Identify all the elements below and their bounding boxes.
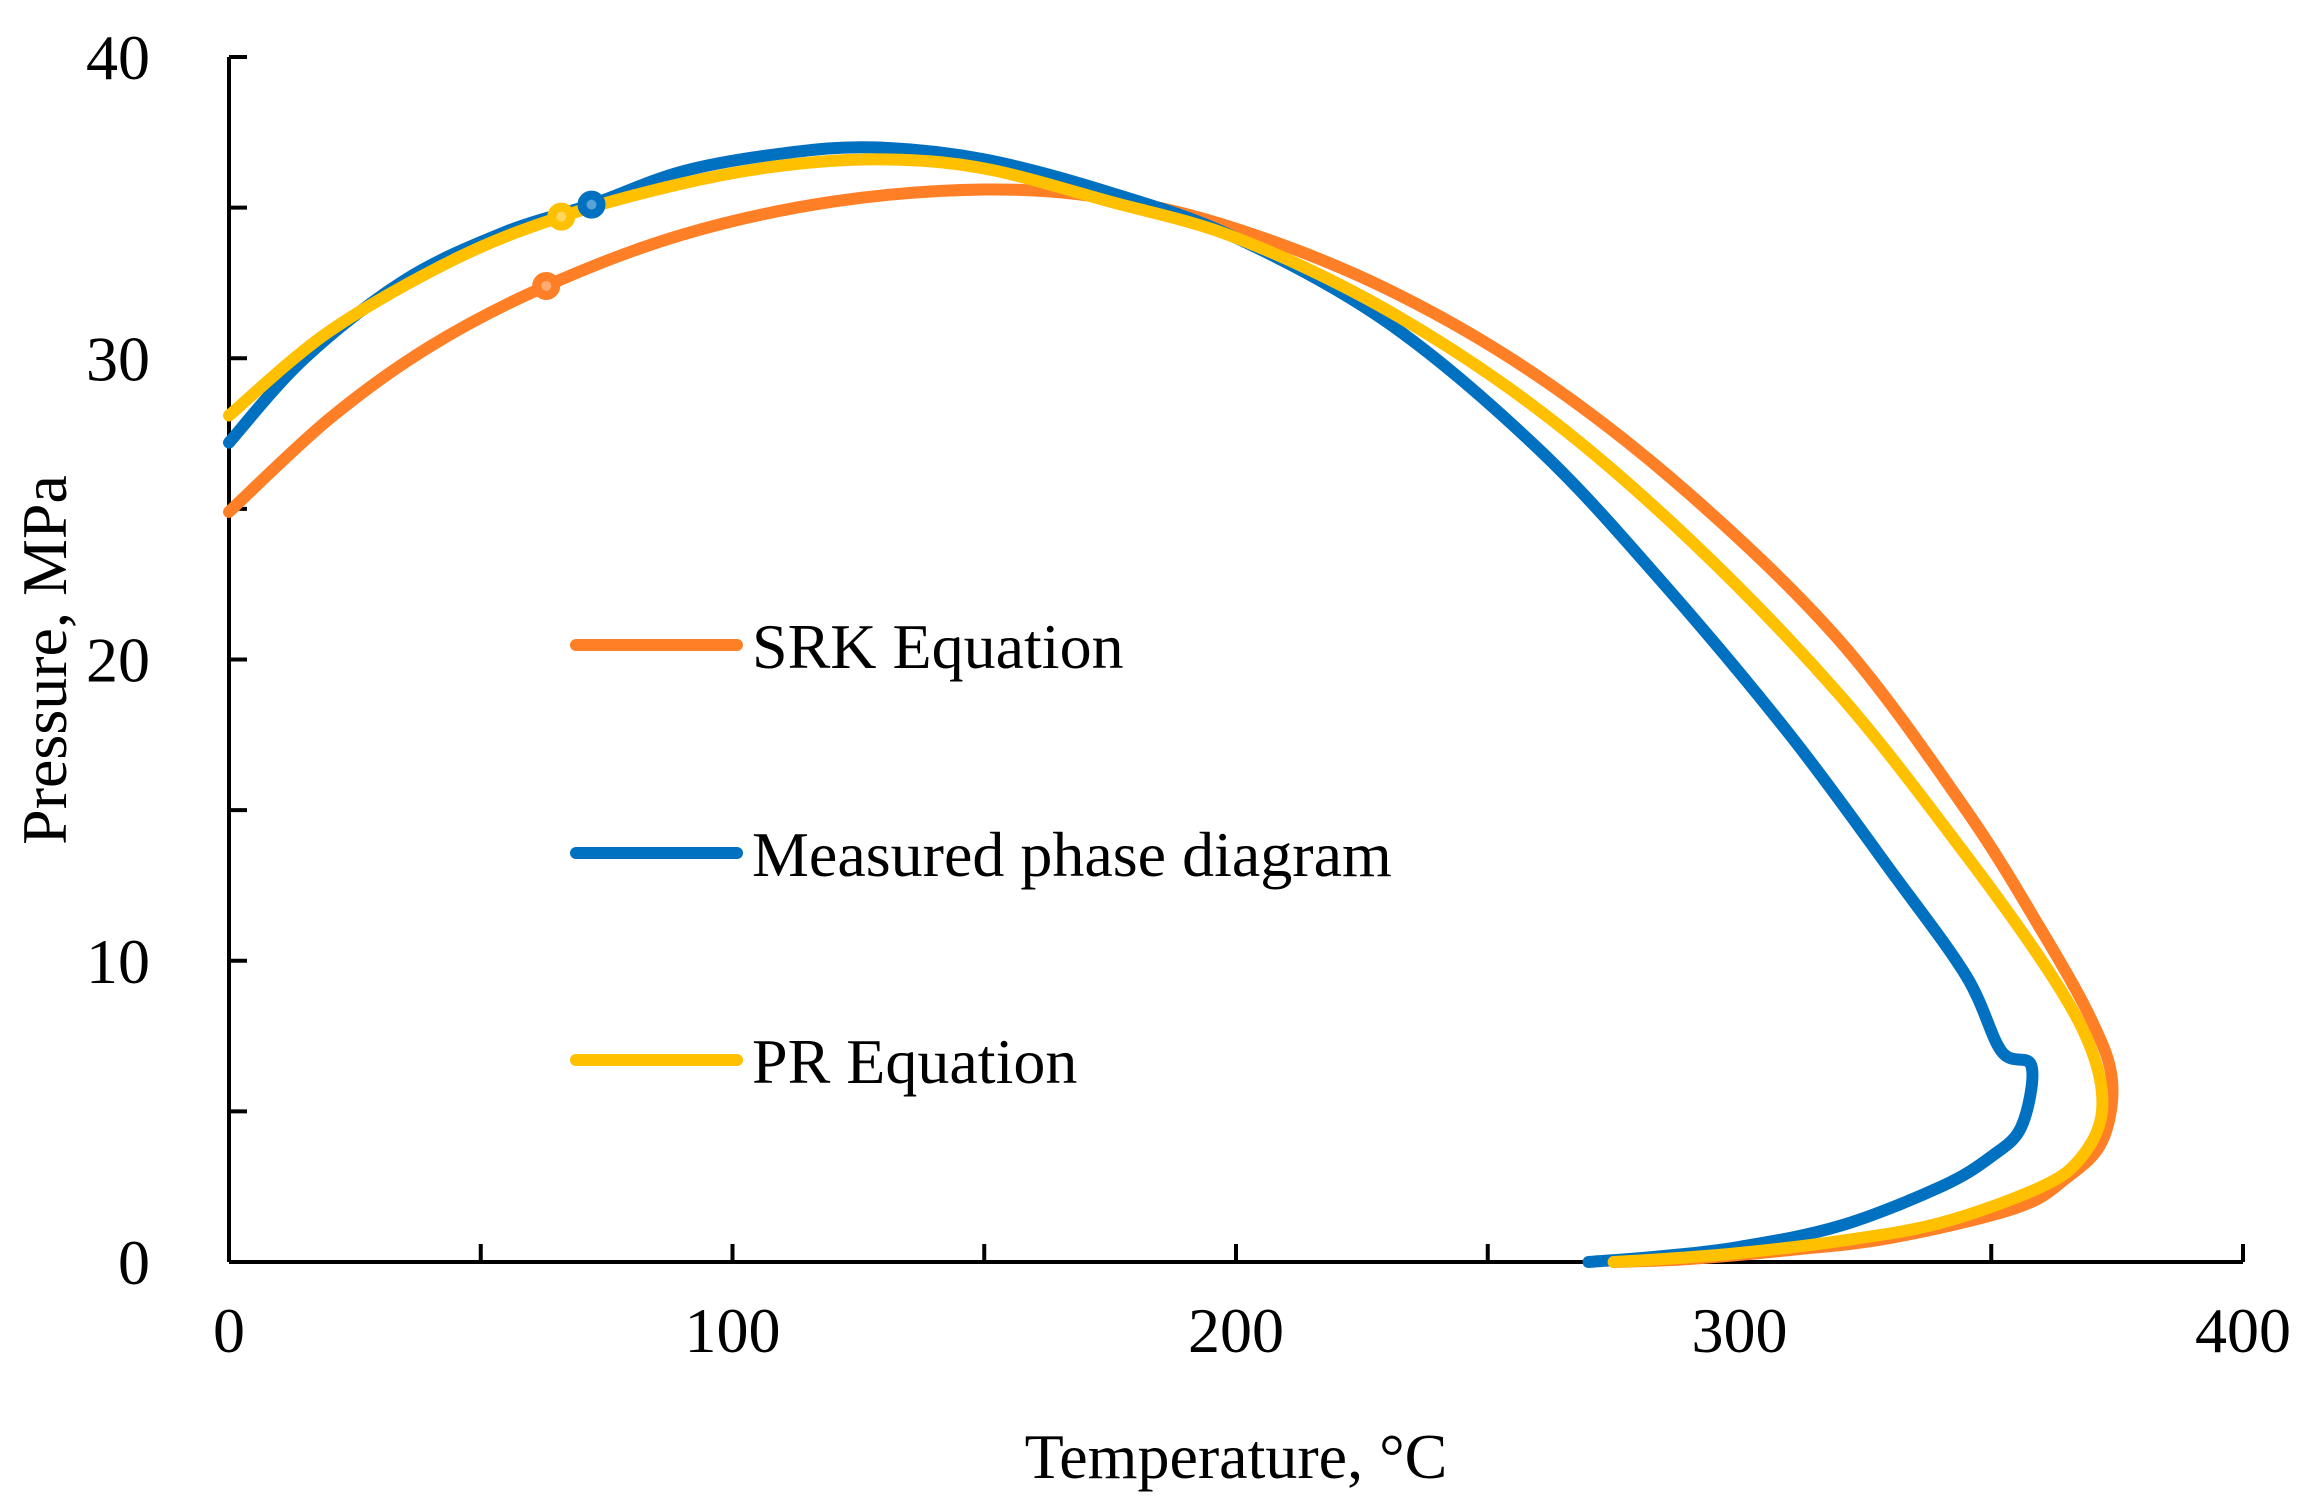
marker-pr xyxy=(547,202,576,231)
series-line-pr xyxy=(223,153,2109,1268)
x-axis-title: Temperature, °C xyxy=(1025,1421,1448,1492)
legend-label-srk: SRK Equation xyxy=(752,611,1124,682)
marker-measured xyxy=(577,190,606,219)
y-axis-title: Pressure, MPa xyxy=(9,475,80,845)
marker-srk xyxy=(532,271,561,300)
tick-labels: 0 100 200 300 400 0 10 20 30 40 xyxy=(86,22,2291,1366)
x-tick-label: 0 xyxy=(213,1295,245,1366)
x-tick-label: 100 xyxy=(685,1295,781,1366)
y-tick-label: 30 xyxy=(86,323,150,394)
x-tick-label: 300 xyxy=(1692,1295,1788,1366)
legend-label-pr: PR Equation xyxy=(752,1026,1077,1097)
marker-highlight xyxy=(586,199,597,210)
x-tick-label: 400 xyxy=(2195,1295,2291,1366)
x-tick-label: 200 xyxy=(1188,1295,1284,1366)
legend-label-measured: Measured phase diagram xyxy=(752,819,1392,890)
marker-highlight xyxy=(556,211,567,222)
y-tick-label: 0 xyxy=(118,1227,150,1298)
y-tick-label: 20 xyxy=(86,625,150,696)
y-tick-label: 40 xyxy=(86,22,150,93)
series-markers xyxy=(532,190,606,300)
marker-highlight xyxy=(541,280,552,291)
series-lines xyxy=(223,141,2119,1268)
legend: SRK Equation Measured phase diagram PR E… xyxy=(570,611,1392,1097)
y-tick-label: 10 xyxy=(86,926,150,997)
series-line-srk xyxy=(223,183,2119,1268)
